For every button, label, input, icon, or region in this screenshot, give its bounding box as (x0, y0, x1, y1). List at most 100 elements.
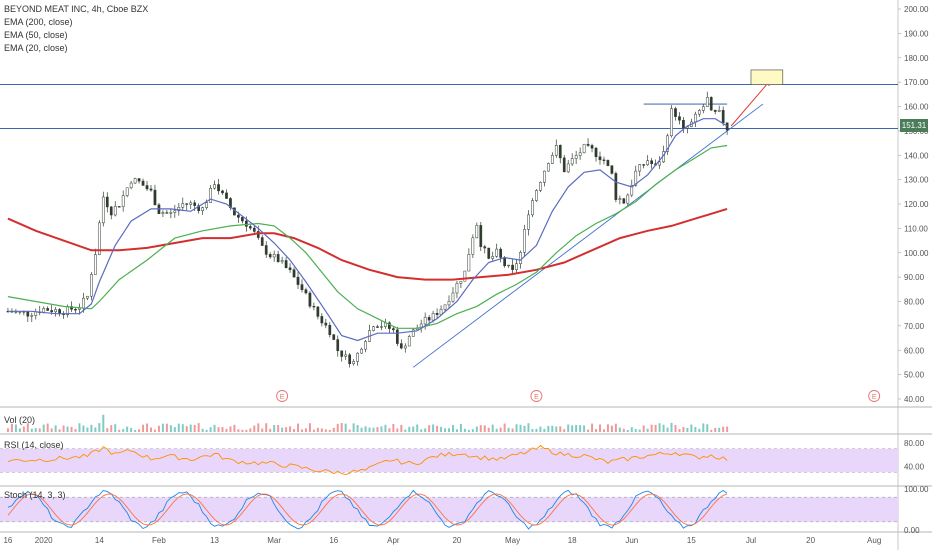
volume-bar (646, 428, 649, 432)
volume-bar (126, 426, 129, 432)
price-candle (519, 252, 522, 264)
volume-bar (6, 428, 9, 432)
price-candle (161, 212, 165, 215)
price-candle (495, 248, 499, 257)
ema-line (7, 144, 728, 329)
price-candle (515, 263, 518, 270)
volume-bar (142, 424, 145, 432)
volume-bar (670, 422, 673, 432)
price-candle (467, 254, 471, 272)
volume-bar (173, 427, 176, 432)
volume-bar (217, 427, 220, 432)
price-candle (121, 195, 125, 207)
x-tick-label: Jun (625, 536, 638, 545)
volume-bar (626, 429, 629, 432)
volume-bar (662, 424, 665, 432)
volume-bar (559, 426, 562, 432)
volume-bar (82, 425, 85, 432)
price-candle (82, 297, 85, 309)
price-candle (288, 267, 292, 270)
price-candle (260, 237, 264, 246)
price-candle (97, 222, 101, 255)
volume-bar (384, 424, 387, 432)
volume-bar (694, 427, 697, 432)
price-candle (189, 202, 193, 205)
price-candle (395, 329, 399, 344)
volume-bar (269, 428, 272, 432)
volume-bar (22, 426, 25, 432)
volume-bar (165, 423, 168, 432)
rsi-line (7, 444, 728, 476)
stoch-k-line (7, 489, 728, 530)
price-candle (332, 334, 336, 340)
volume-bar (66, 426, 69, 432)
price-candle (86, 295, 89, 299)
price-candle (487, 247, 491, 259)
price-candle (201, 207, 204, 211)
volume-bar (610, 425, 613, 432)
legend-ema-200: EMA (200, close) (4, 17, 73, 27)
volume-bar (169, 425, 172, 432)
price-candle (574, 155, 578, 159)
price-candle (34, 311, 38, 316)
volume-bar (499, 427, 502, 432)
volume-bar (161, 423, 164, 432)
price-tick-label: 100.00 (904, 249, 929, 258)
volume-bar (372, 427, 375, 432)
price-candle (610, 165, 614, 174)
volume-bar (285, 427, 288, 432)
volume-bar (320, 428, 323, 432)
price-candle (630, 185, 634, 196)
x-tick-label: Jul (746, 536, 756, 545)
volume-bar (225, 428, 228, 432)
price-candle (435, 313, 439, 315)
price-candle (153, 189, 157, 206)
price-candle (356, 352, 359, 362)
price-candle (205, 202, 208, 208)
price-candle (491, 256, 495, 259)
volume-bar (352, 423, 355, 432)
price-candle (248, 226, 252, 229)
volume-bar (62, 425, 65, 432)
price-candle (407, 336, 411, 347)
volume-bar (396, 428, 399, 432)
volume-bar (241, 429, 244, 432)
price-candle (558, 145, 562, 159)
volume-bar (527, 423, 530, 432)
volume-bar (336, 423, 339, 432)
chart-title: BEYOND MEAT INC, 4h, Cboe BZX (4, 4, 149, 14)
volume-bar (181, 424, 184, 432)
volume-bar (614, 423, 617, 432)
volume-bar (149, 427, 152, 432)
price-candle (193, 202, 197, 206)
price-candle (578, 152, 582, 156)
volume-bar (479, 425, 482, 432)
volume-bar (110, 425, 113, 432)
volume-bar (388, 428, 391, 432)
price-candle (360, 348, 363, 354)
price-candle (388, 322, 391, 329)
price-candle (721, 110, 725, 124)
volume-bar (193, 424, 196, 432)
price-candle (403, 345, 407, 349)
price-candle (392, 328, 395, 331)
x-tick-label: 18 (568, 536, 577, 545)
price-candle (463, 270, 467, 282)
volume-bar (146, 423, 149, 432)
stoch-pane-label: Stoch (14, 3, 3) (4, 490, 66, 500)
price-candle (479, 225, 483, 247)
volume-bar (157, 425, 160, 432)
price-tick-label: 90.00 (904, 273, 925, 282)
volume-bar (122, 428, 125, 432)
volume-bar (491, 424, 494, 432)
volume-bar (177, 423, 180, 432)
volume-bar (245, 429, 248, 432)
volume-bar (316, 427, 319, 432)
volume-bar (412, 426, 415, 432)
price-candle (527, 214, 530, 230)
volume-bar (360, 427, 363, 432)
legend-ema-20: EMA (20, close) (4, 43, 68, 53)
price-candle (543, 170, 546, 183)
